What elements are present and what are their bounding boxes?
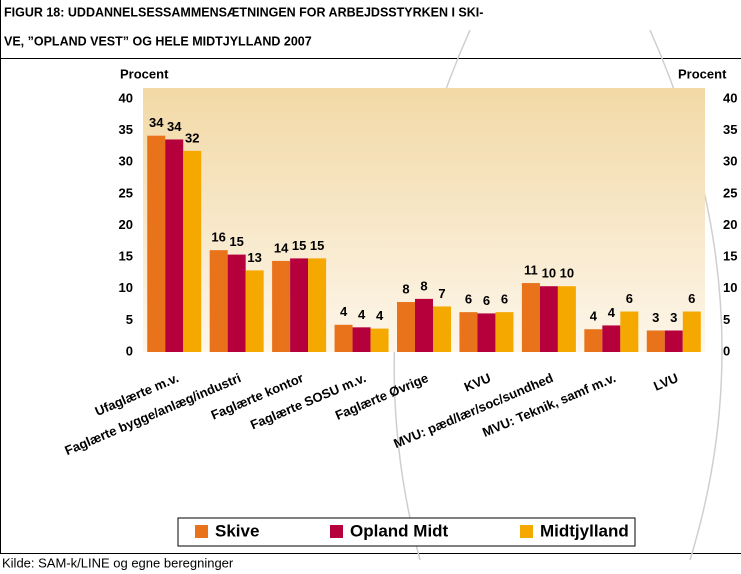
data-label: 13 [247, 250, 261, 265]
y2-tick-label: 5 [723, 312, 730, 327]
data-label: 6 [501, 292, 508, 307]
y2-axis-label: Procent [678, 66, 727, 81]
bar [539, 286, 558, 352]
legend-label: Midtjylland [540, 521, 629, 540]
bar [334, 324, 353, 352]
data-label: 8 [402, 281, 409, 296]
bar [165, 139, 184, 352]
y2-tick-label: 25 [723, 185, 737, 200]
bar [308, 258, 327, 352]
data-label: 14 [274, 240, 289, 255]
bar [557, 286, 576, 352]
data-label: 6 [688, 291, 695, 306]
data-label: 15 [292, 238, 306, 253]
data-label: 4 [358, 307, 366, 322]
bar [433, 306, 451, 352]
bar [352, 327, 371, 352]
bar [183, 150, 202, 352]
data-label: 4 [376, 308, 384, 323]
bar [209, 250, 228, 352]
y-tick-label: 10 [119, 280, 133, 295]
legend-swatch [195, 525, 208, 538]
y-tick-label: 40 [119, 90, 133, 105]
chart-title: FIGUR 18: UDDANNELSESSAMMENSÆTNINGEN FOR… [4, 5, 483, 19]
y-tick-label: 5 [126, 312, 133, 327]
bar [495, 312, 514, 352]
data-label: 10 [542, 266, 556, 281]
bar [584, 329, 603, 352]
data-label: 4 [590, 309, 598, 324]
y-tick-label: 15 [119, 249, 133, 264]
bar [370, 328, 389, 352]
y-tick-label: 30 [119, 154, 133, 169]
bar [602, 325, 621, 352]
y2-tick-label: 35 [723, 122, 737, 137]
data-label: 32 [185, 130, 199, 145]
y2-tick-label: 15 [723, 249, 737, 264]
y-tick-label: 20 [119, 217, 133, 232]
y2-tick-label: 20 [723, 217, 737, 232]
bar [521, 283, 540, 352]
y2-tick-label: 10 [723, 280, 737, 295]
data-label: 3 [652, 310, 659, 325]
y2-tick-label: 0 [723, 343, 730, 358]
data-label: 34 [167, 119, 182, 134]
y2-tick-label: 40 [723, 90, 737, 105]
y-tick-label: 35 [119, 122, 133, 137]
bar [459, 312, 478, 352]
y-tick-label: 0 [126, 343, 133, 358]
data-label: 6 [465, 292, 472, 307]
bar [227, 254, 246, 352]
legend-swatch [330, 525, 343, 538]
data-label: 34 [149, 115, 164, 130]
bar [646, 330, 665, 352]
y-tick-label: 25 [119, 185, 133, 200]
bar [682, 311, 701, 352]
bar [147, 135, 166, 352]
data-label: 6 [626, 291, 633, 306]
bar [397, 302, 415, 352]
bar [245, 270, 264, 352]
data-label: 4 [608, 305, 616, 320]
data-label: 8 [420, 278, 427, 293]
data-label: 10 [560, 266, 574, 281]
data-label: 16 [211, 230, 225, 245]
data-label: 4 [340, 304, 348, 319]
data-label: 15 [229, 234, 243, 249]
legend-swatch [520, 525, 533, 538]
bar [290, 258, 309, 352]
bar [415, 298, 433, 352]
source: Kilde: SAM-k/LINE og egne beregninger [2, 555, 234, 570]
bar [477, 313, 496, 352]
legend-box [177, 517, 636, 547]
legend-label: Skive [215, 521, 259, 540]
data-label: 3 [670, 310, 677, 325]
y-axis-label: Procent [120, 66, 169, 81]
y2-tick-label: 30 [723, 154, 737, 169]
data-label: 15 [310, 238, 324, 253]
data-label: 6 [483, 293, 490, 308]
chart-title: VE, ”OPLAND VEST” OG HELE MIDTJYLLAND 20… [4, 34, 312, 48]
legend-label: Opland Midt [350, 521, 449, 540]
data-label: 7 [438, 286, 445, 301]
data-label: 11 [524, 262, 538, 277]
bar [620, 311, 639, 352]
bar [272, 260, 291, 352]
bar [664, 330, 683, 352]
